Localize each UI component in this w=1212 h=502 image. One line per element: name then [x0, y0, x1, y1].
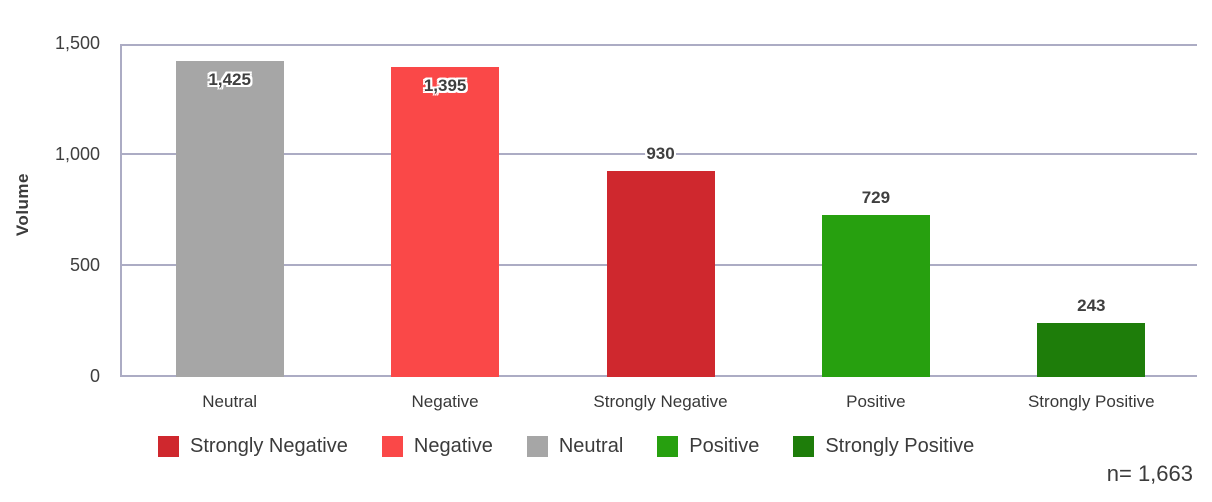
gridline: [122, 153, 1197, 155]
x-tick-label-negative: Negative: [411, 392, 479, 411]
legend-label-strongly-positive: Strongly Positive: [825, 435, 975, 457]
legend-item-positive[interactable]: Positive: [657, 435, 759, 458]
x-tick-label-strongly-negative: Strongly Negative: [593, 392, 728, 411]
bar-value-label-neutral: 1,425: [208, 69, 251, 89]
legend-swatch-strongly-negative: [158, 436, 179, 457]
legend-swatch-neutral: [526, 436, 548, 457]
bar-strongly-positive[interactable]: [1037, 323, 1146, 377]
gridline: [122, 44, 1197, 46]
legend-item-negative[interactable]: Negative: [381, 435, 493, 458]
x-tick-label-strongly-positive: Strongly Positive: [1027, 392, 1155, 411]
bar-value-label-strongly-negative: 930: [646, 143, 675, 163]
legend-item-neutral[interactable]: Neutral: [526, 435, 624, 458]
y-tick-label: 0: [89, 366, 100, 386]
x-tick-label-positive: Positive: [846, 392, 906, 411]
legend-item-strongly-positive[interactable]: Strongly Positive: [793, 435, 974, 458]
bar-strongly-negative[interactable]: [606, 170, 715, 377]
y-tick-label: 1,000: [54, 144, 100, 164]
plot-area: 0 500 1,000 1,500 1,425 Neutral 1,395 Negative 9…: [55, 33, 1197, 411]
legend-label-negative: Negative: [413, 435, 493, 457]
legend-label-positive: Positive: [689, 435, 760, 457]
bar-value-label-positive: 729: [861, 188, 891, 208]
sample-size-label: n= 1,663: [1106, 461, 1193, 486]
bar-negative[interactable]: [391, 67, 500, 377]
legend: Strongly Negative Negative Neutral Positive…: [158, 435, 974, 458]
legend-label-strongly-negative: Strongly Negative: [190, 435, 348, 457]
legend-item-strongly-negative[interactable]: Strongly Negative: [158, 435, 348, 458]
x-tick-label-neutral: Neutral: [202, 392, 258, 411]
y-axis-title: Volume: [13, 173, 32, 237]
legend-swatch-strongly-positive: [793, 436, 815, 457]
legend-swatch-negative: [381, 436, 403, 457]
y-tick-label: 500: [69, 255, 100, 275]
legend-swatch-positive: [657, 436, 679, 457]
y-tick-label: 1,500: [54, 33, 100, 53]
bar-neutral[interactable]: [175, 60, 284, 377]
bar-positive[interactable]: [821, 215, 930, 377]
bar-value-label-negative: 1,395: [423, 76, 467, 96]
bar-value-label-strongly-positive: 243: [1077, 296, 1106, 316]
legend-label-neutral: Neutral: [558, 435, 624, 457]
